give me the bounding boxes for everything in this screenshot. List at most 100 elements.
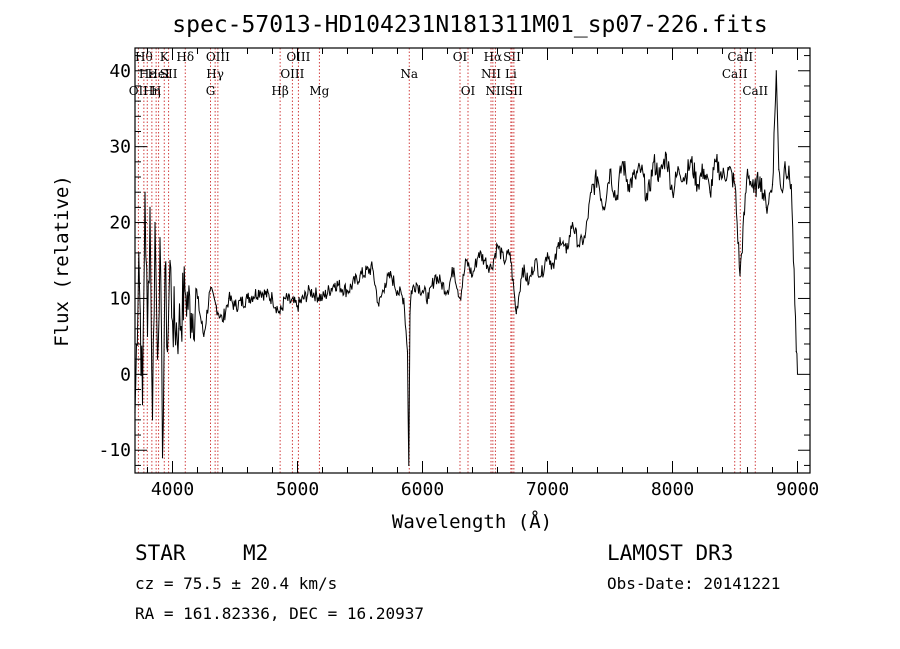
data-point-51 — [446, 290, 449, 292]
data-point-107 — [784, 161, 786, 163]
data-point-23 — [228, 297, 230, 299]
line-label-8: Hδ — [176, 50, 194, 64]
data-point-103 — [771, 184, 774, 186]
line-label-11: OIII — [206, 50, 230, 64]
data-point-50 — [440, 282, 442, 284]
data-point-98 — [739, 275, 741, 277]
data-point-74 — [590, 191, 592, 193]
data-point-72 — [578, 244, 580, 246]
data-point-79 — [621, 161, 624, 163]
y-tick-label-5: 40 — [109, 61, 131, 82]
line-label-7: SII — [160, 67, 178, 81]
data-point-61 — [509, 252, 511, 254]
survey-name: LAMOST DR3 — [607, 541, 733, 565]
line-label-23: SII — [503, 50, 521, 64]
data-point-34 — [346, 290, 349, 292]
data-point-78 — [615, 199, 617, 201]
data-point-101 — [759, 176, 761, 178]
data-point-82 — [640, 168, 642, 170]
data-point-24 — [234, 305, 236, 307]
data-point-81 — [634, 176, 636, 178]
data-point-14 — [171, 320, 174, 322]
data-point-108 — [790, 184, 792, 186]
line-label-4: H — [151, 84, 161, 98]
line-label-24: SII — [505, 84, 523, 98]
plot-frame — [134, 47, 811, 474]
data-point-30 — [296, 305, 299, 307]
axes: 4000 5000 6000 7000 8000 9000 -10 0 10 20 30 40 — [98, 48, 819, 500]
chart-title: spec-57013-HD104231N181311M01_sp07-226.f… — [172, 12, 767, 38]
data-point-70 — [565, 252, 567, 254]
y-axis-label: Flux (relative) — [51, 175, 73, 347]
data-point-62 — [515, 313, 517, 315]
y-tick-label-1: 0 — [120, 364, 131, 385]
data-point-84 — [653, 161, 655, 163]
data-point-110 — [796, 373, 799, 375]
data-point-99 — [746, 168, 749, 170]
data-point-7 — [154, 222, 156, 224]
y-tick-label-0: -10 — [98, 440, 131, 461]
data-point-26 — [259, 290, 261, 292]
data-point-22 — [221, 320, 224, 322]
data-point-42 — [406, 351, 409, 353]
data-point-77 — [609, 168, 611, 170]
data-point-97 — [734, 184, 736, 186]
data-point-102 — [765, 206, 767, 208]
data-point-67 — [546, 252, 549, 254]
data-point-9 — [159, 237, 161, 239]
data-point-104 — [775, 70, 777, 72]
data-point-19 — [203, 335, 205, 337]
x-tick-label-2: 6000 — [401, 479, 444, 500]
data-point-6 — [151, 419, 154, 421]
line-label-20: Hα — [484, 50, 503, 64]
data-point-36 — [371, 267, 374, 269]
line-label-9: G — [206, 84, 216, 98]
data-point-59 — [496, 244, 499, 246]
data-point-56 — [478, 252, 480, 254]
data-point-75 — [596, 176, 599, 178]
data-point-66 — [540, 275, 542, 277]
x-tick-label-1: 5000 — [276, 479, 319, 500]
data-point-47 — [421, 290, 424, 292]
data-point-92 — [703, 168, 705, 170]
y-tick-label-4: 30 — [109, 137, 131, 158]
data-point-21 — [215, 305, 217, 307]
x-tick-label-4: 8000 — [651, 479, 694, 500]
data-point-64 — [528, 282, 530, 284]
data-point-68 — [553, 267, 555, 269]
data-point-2 — [141, 404, 144, 406]
line-label-12: Hβ — [271, 84, 288, 98]
line-label-25: CaII — [722, 67, 748, 81]
data-point-45 — [410, 290, 412, 292]
data-point-31 — [309, 290, 311, 292]
x-tick-label-3: 7000 — [526, 479, 569, 500]
line-label-19: NII — [481, 67, 501, 81]
data-point-38 — [384, 282, 386, 284]
line-label-10: Hγ — [206, 67, 224, 81]
data-point-20 — [209, 290, 211, 292]
line-label-26: CaII — [727, 50, 753, 64]
data-point-60 — [503, 259, 505, 262]
data-point-89 — [684, 176, 686, 178]
data-point-8 — [156, 358, 159, 360]
data-point-29 — [284, 297, 286, 299]
data-point-11 — [164, 267, 166, 269]
data-point-12 — [166, 351, 169, 353]
data-point-46 — [415, 282, 417, 284]
line-label-15: Mg — [309, 84, 329, 98]
y-tick-label-3: 20 — [109, 213, 131, 234]
emission-line-markers: OIIHθHεHηHHeIKSIIHδGHγOIIIHβOIIIOIIIMgNa… — [129, 48, 768, 473]
data-point-85 — [659, 176, 661, 178]
series-line-0 — [134, 70, 798, 466]
line-label-21: NII — [485, 84, 505, 98]
x-tick-label-0: 4000 — [151, 479, 194, 500]
line-label-27: CaII — [742, 84, 768, 98]
data-point-88 — [678, 168, 680, 170]
data-point-52 — [453, 267, 455, 269]
flux-series — [134, 70, 799, 466]
data-point-39 — [390, 275, 392, 277]
data-point-109 — [795, 351, 797, 353]
data-point-54 — [465, 259, 467, 262]
data-point-10 — [161, 457, 164, 459]
